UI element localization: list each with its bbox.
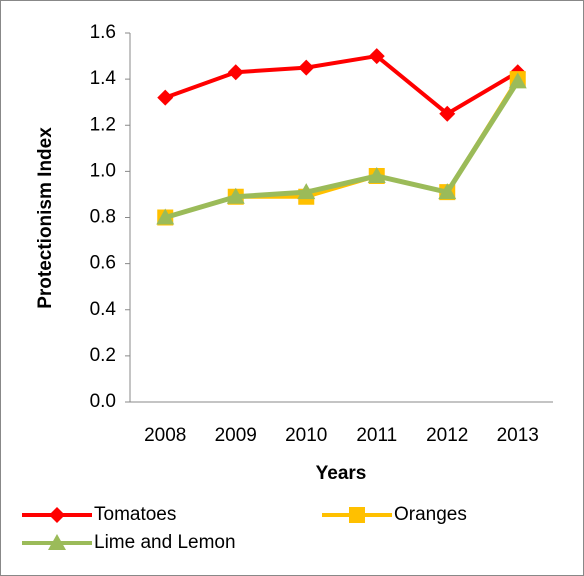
y-tick-label: 0.0: [90, 391, 116, 412]
marker: [508, 72, 527, 89]
marker: [349, 507, 365, 523]
marker: [298, 59, 315, 76]
marker: [156, 208, 175, 225]
y-tick-label: 1.4: [90, 68, 117, 89]
y-tick-label: 0.2: [90, 345, 116, 366]
x-tick-label: 2008: [144, 425, 186, 446]
marker: [367, 166, 386, 183]
y-tick-label: 1.0: [90, 160, 116, 181]
y-axis-title: Protectionism Index: [35, 127, 56, 309]
marker: [157, 89, 174, 106]
y-tick-label: 0.4: [90, 299, 117, 320]
y-tick-label: 1.6: [90, 22, 116, 43]
legend-label: Tomatoes: [94, 504, 176, 525]
y-tick-label: 0.8: [90, 207, 116, 228]
y-tick-label: 1.2: [90, 114, 116, 135]
x-tick-label: 2012: [426, 425, 468, 446]
x-tick-label: 2013: [497, 425, 539, 446]
marker: [48, 534, 66, 550]
legend-label: Oranges: [394, 504, 467, 525]
marker: [227, 64, 244, 81]
line: [164, 54, 519, 116]
y-tick-label: 0.6: [90, 253, 116, 274]
marker: [439, 105, 456, 122]
marker: [368, 48, 385, 65]
marker: [49, 507, 65, 523]
legend-label: Lime and Lemon: [94, 532, 236, 553]
x-tick-label: 2010: [285, 425, 327, 446]
line: [164, 80, 520, 220]
x-axis-title: Years: [316, 463, 367, 484]
x-tick-label: 2011: [356, 425, 397, 446]
marker: [226, 187, 245, 204]
x-tick-label: 2009: [215, 425, 257, 446]
marker: [438, 183, 457, 200]
marker: [297, 183, 316, 200]
